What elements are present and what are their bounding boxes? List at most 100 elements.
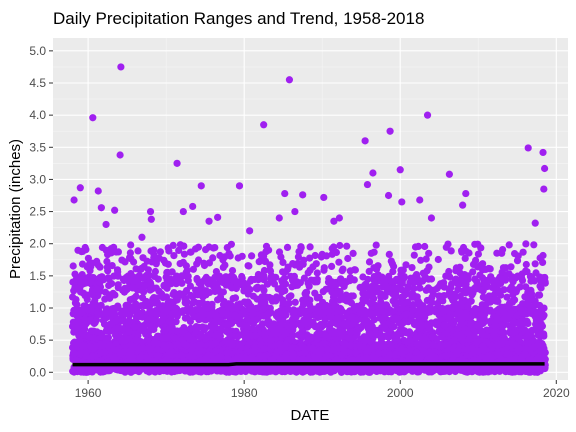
data-point bbox=[327, 368, 335, 376]
data-point bbox=[385, 250, 393, 258]
data-point bbox=[105, 281, 113, 290]
data-point bbox=[456, 280, 464, 288]
data-point bbox=[279, 258, 287, 266]
data-point bbox=[183, 267, 191, 275]
data-point bbox=[531, 260, 539, 268]
data-point bbox=[262, 242, 271, 250]
data-point bbox=[219, 263, 227, 271]
data-point bbox=[410, 284, 418, 292]
data-point bbox=[260, 266, 268, 275]
data-point bbox=[404, 284, 412, 292]
data-point bbox=[398, 286, 406, 294]
data-point bbox=[407, 316, 415, 324]
data-point bbox=[306, 254, 314, 262]
data-point bbox=[485, 264, 493, 273]
data-point bbox=[249, 292, 257, 300]
data-point bbox=[522, 240, 530, 248]
data-point bbox=[294, 253, 302, 261]
data-point bbox=[530, 241, 538, 249]
data-point bbox=[513, 257, 522, 265]
data-point bbox=[503, 293, 511, 301]
data-point bbox=[154, 275, 162, 283]
data-point bbox=[409, 301, 417, 309]
data-point bbox=[104, 274, 112, 282]
data-point bbox=[298, 331, 306, 340]
data-point bbox=[320, 264, 328, 272]
data-point bbox=[270, 280, 279, 288]
data-point bbox=[476, 271, 484, 279]
data-point bbox=[86, 267, 94, 275]
data-point bbox=[344, 254, 352, 263]
data-point bbox=[388, 260, 396, 268]
data-point bbox=[461, 254, 469, 262]
data-point bbox=[519, 300, 527, 308]
data-point bbox=[531, 301, 539, 309]
data-point bbox=[275, 248, 284, 256]
data-point bbox=[226, 252, 234, 260]
data-point bbox=[519, 248, 527, 256]
data-point bbox=[96, 263, 104, 271]
data-point bbox=[181, 299, 189, 307]
data-point bbox=[339, 265, 347, 273]
data-point bbox=[500, 286, 508, 294]
data-point bbox=[199, 299, 207, 307]
data-point bbox=[312, 260, 320, 268]
chart-title: Daily Precipitation Ranges and Trend, 19… bbox=[53, 9, 424, 28]
data-point bbox=[336, 241, 344, 250]
data-point bbox=[258, 284, 266, 292]
data-point bbox=[291, 298, 299, 306]
data-point bbox=[479, 331, 487, 339]
data-point bbox=[397, 293, 405, 301]
data-point bbox=[169, 241, 177, 249]
data-point bbox=[410, 251, 418, 259]
data-point bbox=[255, 258, 263, 266]
data-point bbox=[200, 259, 208, 267]
data-point bbox=[406, 279, 414, 287]
data-point bbox=[398, 304, 406, 312]
data-point bbox=[152, 284, 160, 292]
data-point bbox=[180, 250, 188, 258]
data-point bbox=[468, 291, 476, 299]
data-point bbox=[306, 266, 314, 274]
data-point bbox=[283, 243, 292, 251]
data-point bbox=[528, 276, 536, 284]
data-point bbox=[208, 300, 216, 308]
data-point bbox=[111, 331, 120, 339]
data-point bbox=[285, 293, 293, 301]
data-point bbox=[422, 255, 430, 263]
data-point bbox=[477, 244, 485, 252]
data-point bbox=[79, 289, 88, 297]
data-point bbox=[228, 267, 237, 275]
data-point bbox=[370, 264, 378, 272]
data-point bbox=[193, 274, 201, 283]
minor-gridlines bbox=[53, 38, 568, 380]
data-point bbox=[383, 302, 391, 310]
data-point bbox=[254, 276, 262, 284]
data-point bbox=[266, 267, 275, 275]
data-point bbox=[98, 273, 106, 281]
data-point bbox=[427, 275, 436, 283]
data-point bbox=[510, 250, 519, 258]
data-point bbox=[111, 291, 119, 299]
data-point bbox=[311, 251, 319, 260]
data-point bbox=[118, 256, 126, 264]
data-point bbox=[322, 252, 331, 260]
data-point bbox=[537, 284, 545, 292]
data-point bbox=[306, 243, 314, 251]
data-point bbox=[140, 300, 148, 308]
data-point bbox=[284, 323, 292, 331]
data-point bbox=[228, 319, 236, 328]
data-point bbox=[507, 263, 515, 271]
data-point bbox=[452, 264, 460, 272]
data-point bbox=[421, 242, 429, 251]
data-point bbox=[308, 306, 316, 314]
data-point bbox=[335, 296, 344, 304]
data-point bbox=[301, 367, 309, 375]
data-marks bbox=[69, 63, 549, 376]
data-point bbox=[419, 269, 427, 277]
data-point bbox=[311, 289, 319, 297]
data-point bbox=[215, 272, 224, 280]
data-point bbox=[192, 323, 200, 331]
